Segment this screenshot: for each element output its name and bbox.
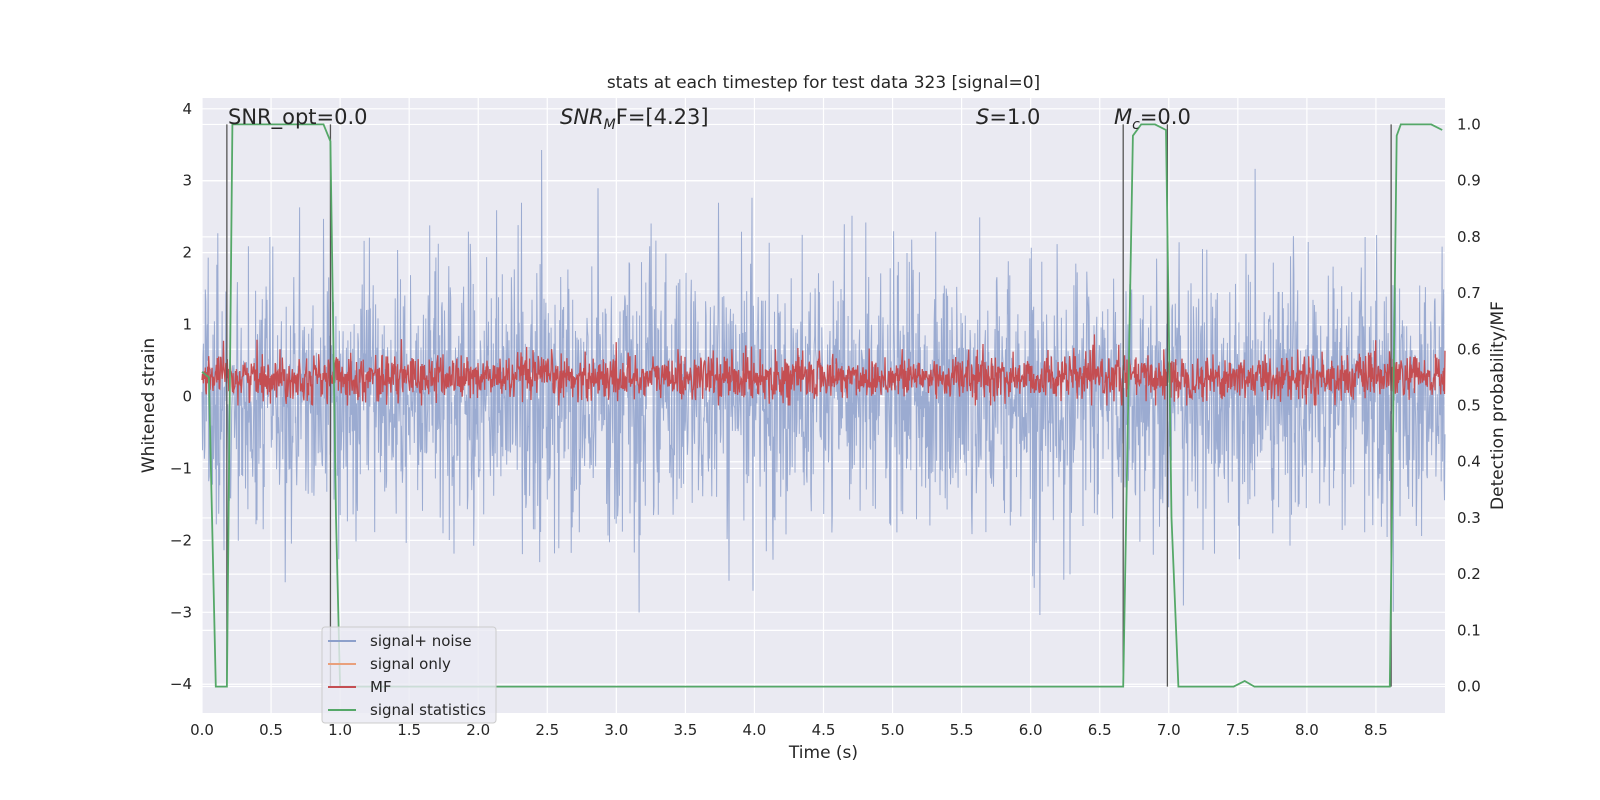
x-tick-label-12: 6.0 <box>1019 721 1043 739</box>
x-tick-label-3: 1.5 <box>397 721 421 739</box>
annotation-mc-rest: =0.0 <box>1140 105 1191 129</box>
x-tick-label-9: 4.5 <box>812 721 836 739</box>
y-tick-label-8: 4 <box>182 100 192 118</box>
x-axis-label: Time (s) <box>788 743 858 763</box>
x-tick-label-4: 2.0 <box>466 721 490 739</box>
line-mf <box>201 334 1446 406</box>
y2-tick-label-0: 0.0 <box>1457 678 1481 696</box>
y-tick-label-7: 3 <box>182 172 192 190</box>
x-tick-label-14: 7.0 <box>1157 721 1181 739</box>
legend-label-signal-only: signal only <box>370 655 451 673</box>
x-tick-label-1: 0.5 <box>259 721 283 739</box>
series-signal-statistics <box>201 123 1443 688</box>
annotation-snr-mf: SNRMF=[4.23] <box>560 105 709 133</box>
legend-box <box>321 626 497 724</box>
y2-tick-label-4: 0.4 <box>1457 453 1481 471</box>
line-signal-statistics <box>201 123 1443 688</box>
y-tick-label-2: −2 <box>170 531 192 549</box>
annotation-mc-main: M <box>1114 105 1132 129</box>
y-tick-label-6: 2 <box>182 244 192 262</box>
y2-tick-label-8: 0.8 <box>1457 228 1481 246</box>
y2-tick-label-5: 0.5 <box>1457 397 1481 415</box>
x-tick-label-6: 3.0 <box>604 721 628 739</box>
y-tick-label-4: 0 <box>182 388 192 406</box>
line-signal-noise <box>201 149 1446 616</box>
annotation-s: S=1.0 <box>976 105 1040 129</box>
y-tick-label-5: 1 <box>182 316 192 334</box>
y2-tick-label-6: 0.6 <box>1457 340 1481 358</box>
y2-tick-label-7: 0.7 <box>1457 284 1481 302</box>
legend-label-signal-noise: signal+ noise <box>370 632 472 650</box>
annotation-snr-mf-main: SNR <box>560 105 604 129</box>
x-tick-label-5: 2.5 <box>535 721 559 739</box>
y2-tick-label-3: 0.3 <box>1457 509 1481 527</box>
x-tick-label-15: 7.5 <box>1226 721 1250 739</box>
tick-labels: 0.0 0.5 1.0 1.5 2.0 2.5 3.0 3.5 4.0 4.5 5.0 5.5 6.0 6… <box>170 100 1481 739</box>
vertical-markers <box>226 124 1392 687</box>
y-tick-label-0: −4 <box>170 675 192 693</box>
y2-tick-label-1: 0.1 <box>1457 621 1481 639</box>
x-tick-label-13: 6.5 <box>1088 721 1112 739</box>
y-axis-label: Whitened strain <box>139 338 159 473</box>
x-tick-label-16: 8.0 <box>1295 721 1319 739</box>
annotation-s-rest: =1.0 <box>989 105 1040 129</box>
annotation-mc-sub: c <box>1132 117 1140 133</box>
annotation-mc: Mc=0.0 <box>1114 105 1191 133</box>
x-tick-label-0: 0.0 <box>190 721 214 739</box>
x-tick-label-8: 4.0 <box>743 721 767 739</box>
annotation-snr-mf-rest: F=[4.23] <box>616 105 709 129</box>
series-signal-noise <box>201 149 1446 616</box>
annotation-snr-mf-sub: M <box>604 117 616 133</box>
legend: signal+ noise signal only MF signal stat… <box>321 626 497 724</box>
legend-label-signal-statistics: signal statistics <box>370 701 486 719</box>
y2-tick-label-10: 1.0 <box>1457 115 1481 133</box>
y-tick-label-3: −1 <box>170 459 192 477</box>
y2-tick-label-9: 0.9 <box>1457 172 1481 190</box>
chart-title: stats at each timestep for test data 323… <box>607 73 1040 93</box>
x-tick-label-17: 8.5 <box>1364 721 1388 739</box>
x-tick-label-11: 5.5 <box>950 721 974 739</box>
x-tick-label-2: 1.0 <box>328 721 352 739</box>
x-tick-label-7: 3.5 <box>673 721 697 739</box>
series-mf <box>201 334 1446 406</box>
annotation-s-main: S <box>976 105 989 129</box>
annotation-snr-opt: SNR_opt=0.0 <box>228 105 368 130</box>
y-tick-label-1: −3 <box>170 603 192 621</box>
y2-tick-label-2: 0.2 <box>1457 565 1481 583</box>
y2-axis-label: Detection probability/MF <box>1488 301 1508 510</box>
legend-label-mf: MF <box>370 678 392 696</box>
x-tick-label-10: 5.0 <box>881 721 905 739</box>
